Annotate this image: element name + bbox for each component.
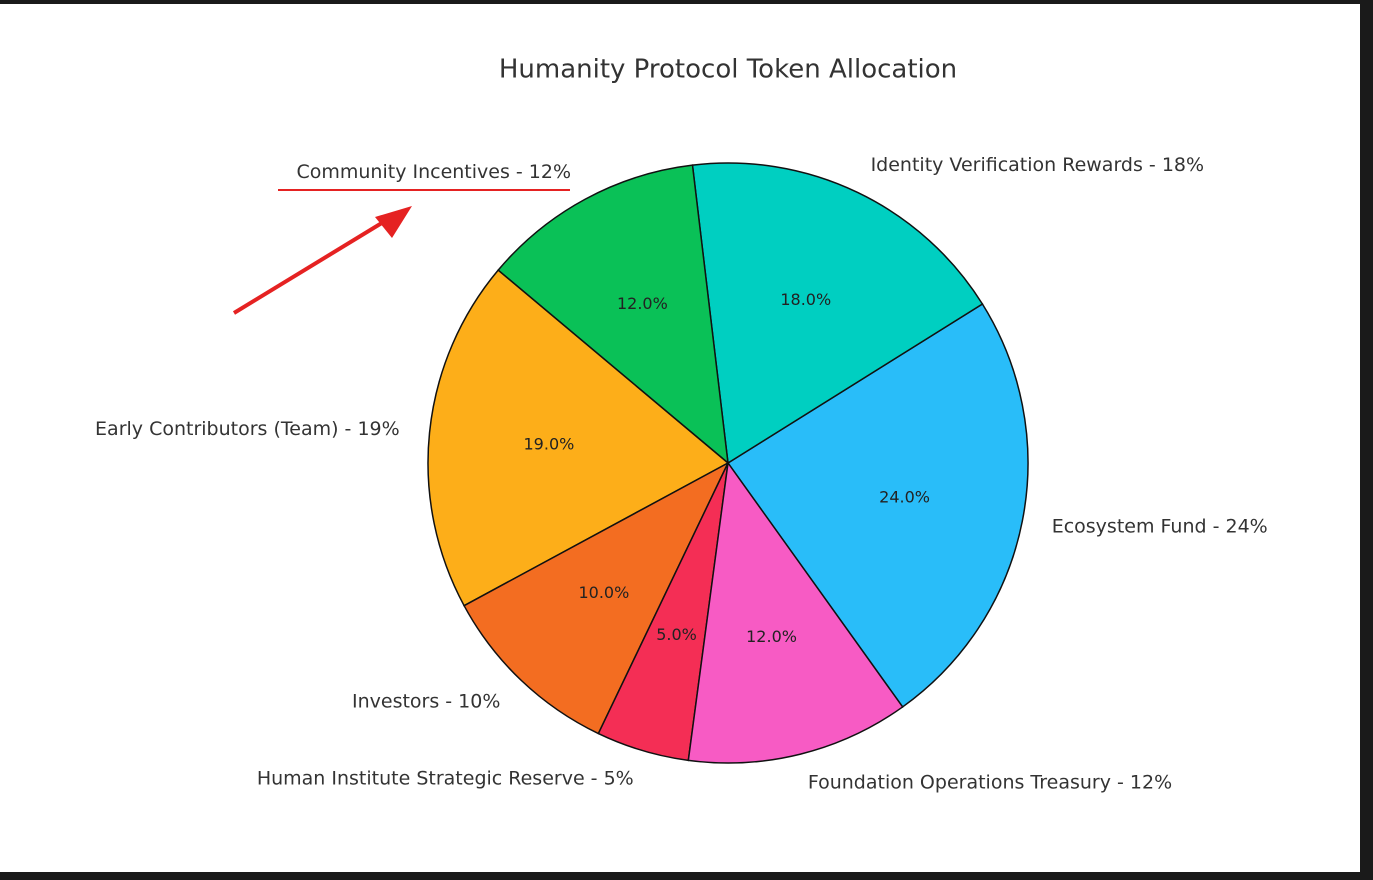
- pie-slice: [691, 162, 984, 465]
- slice-label: Ecosystem Fund - 24%: [1052, 516, 1268, 538]
- value-label: 10.0%: [578, 583, 629, 602]
- value-label: 19.0%: [524, 434, 575, 453]
- chart-title: Humanity Protocol Token Allocation: [499, 55, 957, 85]
- slice-label: Identity Verification Rewards - 18%: [871, 154, 1204, 176]
- pie-slice: [687, 461, 904, 764]
- value-label: 12.0%: [617, 294, 668, 313]
- pie-slice: [463, 461, 730, 735]
- slice-label: Human Institute Strategic Reserve - 5%: [257, 768, 634, 790]
- pie-slice: [726, 302, 1029, 708]
- annotation-arrowhead: [375, 206, 412, 238]
- annotation-arrow: [232, 216, 392, 315]
- slice-label: Community Incentives - 12%: [296, 161, 571, 183]
- pie-slice: [497, 164, 729, 465]
- value-label: 18.0%: [780, 290, 831, 309]
- slice-label: Foundation Operations Treasury - 12%: [808, 772, 1172, 794]
- value-label: 5.0%: [656, 625, 697, 644]
- value-label: 24.0%: [879, 487, 930, 506]
- value-label: 12.0%: [746, 627, 797, 646]
- slice-label: Investors - 10%: [352, 690, 500, 712]
- slice-label: Early Contributors (Team) - 19%: [95, 418, 400, 440]
- pie-slice: [427, 269, 730, 607]
